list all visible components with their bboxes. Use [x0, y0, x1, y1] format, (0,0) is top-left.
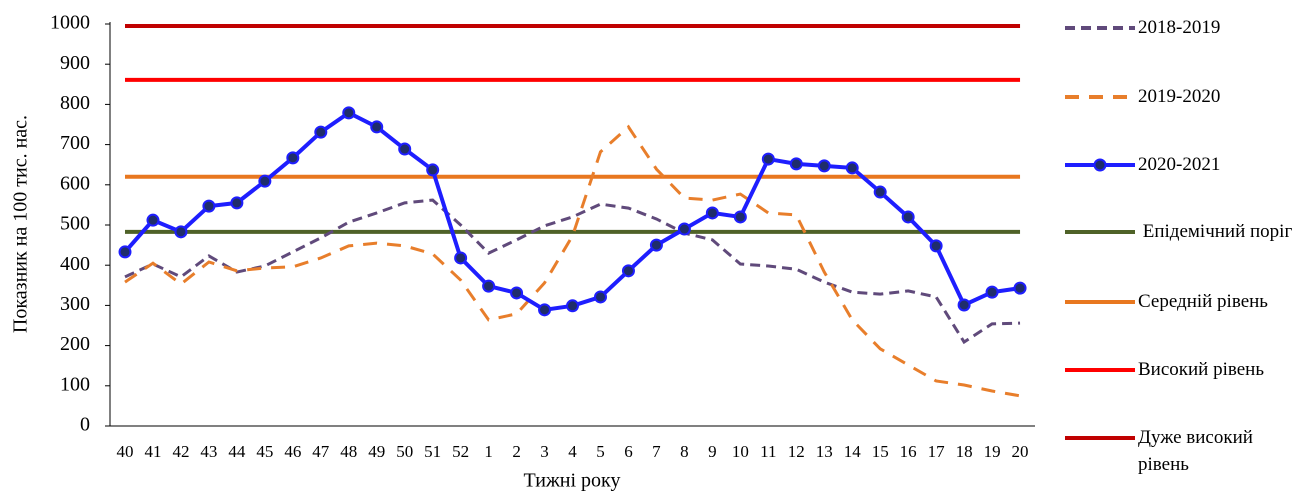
y-tick-label: 500: [60, 213, 90, 235]
series-marker: [649, 238, 663, 252]
x-tick-label: 40: [117, 442, 134, 461]
y-tick-label: 0: [80, 414, 90, 436]
series-marker: [370, 120, 384, 134]
series-line: [124, 124, 1021, 398]
x-axis-title: Тижні року: [524, 470, 621, 492]
series-marker: [845, 161, 859, 175]
x-tick-label: 1: [484, 442, 493, 461]
series-marker: [258, 174, 272, 188]
series-marker: [314, 125, 328, 139]
series-marker: [454, 251, 468, 265]
x-tick-label: 11: [760, 442, 776, 461]
y-tick-label: 900: [60, 52, 90, 74]
series-marker: [342, 106, 356, 120]
x-tick-label: 17: [928, 442, 946, 461]
series-marker: [426, 163, 440, 177]
y-tick-label: 300: [60, 293, 90, 315]
series-marker: [398, 142, 412, 156]
series-marker: [789, 157, 803, 171]
series-marker: [566, 299, 580, 313]
x-tick-label: 42: [172, 442, 189, 461]
x-tick-label: 50: [396, 442, 413, 461]
x-tick-label: 44: [228, 442, 246, 461]
y-tick-label: 700: [60, 132, 90, 154]
series-marker: [705, 206, 719, 220]
legend-label: Високий рівень: [1138, 359, 1264, 380]
series-marker: [146, 213, 160, 227]
x-tick-label: 5: [596, 442, 605, 461]
x-tick-label: 10: [732, 442, 749, 461]
series-marker: [901, 210, 915, 224]
series-marker: [1013, 281, 1027, 295]
x-tick-label: 43: [200, 442, 217, 461]
x-tick-label: 41: [144, 442, 161, 461]
x-tick-label: 15: [872, 442, 889, 461]
x-tick-label: 51: [424, 442, 441, 461]
x-tick-label: 9: [708, 442, 717, 461]
series-marker: [174, 225, 188, 239]
y-tick-label: 400: [60, 253, 90, 275]
series-line: [124, 198, 1021, 345]
x-tick-label: 47: [312, 442, 330, 461]
series-marker: [230, 196, 244, 210]
x-tick-label: 14: [844, 442, 862, 461]
series-marker: [677, 222, 691, 236]
x-tick-label: 4: [568, 442, 577, 461]
y-tick-label: 1000: [50, 12, 90, 34]
series-marker: [202, 199, 216, 213]
x-tick-label: 7: [652, 442, 661, 461]
legend-label: Епідемічний поріг: [1138, 221, 1293, 242]
series-marker: [118, 245, 132, 259]
x-tick-label: 19: [984, 442, 1001, 461]
series-marker: [510, 286, 524, 300]
legend-marker: [1093, 158, 1107, 172]
series-marker: [621, 264, 635, 278]
x-tick-label: 52: [452, 442, 469, 461]
legend-label: 2019-2020: [1138, 86, 1221, 107]
legend-label: 2020-2021: [1138, 154, 1221, 175]
x-tick-label: 20: [1012, 442, 1029, 461]
series-marker: [985, 285, 999, 299]
series-marker: [593, 290, 607, 304]
series-marker: [733, 210, 747, 224]
y-tick-label: 600: [60, 172, 90, 194]
series-line: [123, 110, 1021, 312]
x-tick-label: 48: [340, 442, 357, 461]
y-tick-label: 200: [60, 333, 90, 355]
x-tick-label: 49: [368, 442, 385, 461]
series-marker: [873, 185, 887, 199]
x-tick-label: 2: [512, 442, 521, 461]
legend-label: 2018-2019: [1138, 17, 1221, 38]
y-tick-label: 100: [60, 373, 90, 395]
x-tick-label: 6: [624, 442, 633, 461]
legend-label: Дуже високий рівень: [1138, 427, 1258, 475]
series-marker: [538, 303, 552, 317]
series-marker: [286, 151, 300, 165]
x-tick-label: 8: [680, 442, 689, 461]
x-tick-label: 45: [256, 442, 273, 461]
series-marker: [761, 152, 775, 166]
series-marker: [482, 279, 496, 293]
y-tick-label: 800: [60, 92, 90, 114]
x-tick-label: 46: [284, 442, 301, 461]
x-tick-label: 12: [788, 442, 805, 461]
x-tick-label: 16: [900, 442, 917, 461]
series-marker: [957, 298, 971, 312]
series-marker: [817, 159, 831, 173]
series-marker: [929, 239, 943, 253]
x-tick-label: 3: [540, 442, 549, 461]
x-tick-label: 13: [816, 442, 833, 461]
y-axis-title: Показник на 100 тис. нас.: [10, 115, 32, 333]
x-tick-label: 18: [956, 442, 973, 461]
legend-label: Середній рівень: [1138, 291, 1268, 312]
